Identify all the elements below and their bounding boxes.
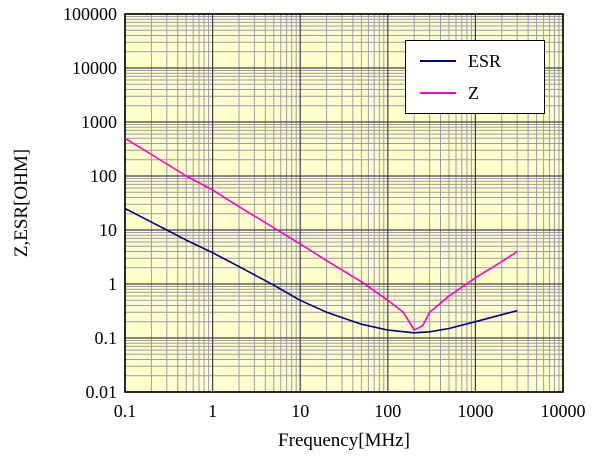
y-tick-label: 0.1: [95, 328, 118, 348]
y-tick-label: 10000: [72, 58, 117, 78]
esr-line-sample: [420, 60, 456, 62]
y-tick-label: 1: [108, 274, 117, 294]
y-tick-label: 0.01: [86, 382, 118, 402]
series-line-z: [124, 137, 518, 331]
legend-label-z: Z: [468, 82, 479, 103]
y-tick-label: 1000: [81, 112, 117, 132]
plot-border: [124, 13, 564, 393]
z-line-sample: [420, 92, 456, 94]
x-tick-label: 1: [208, 401, 217, 421]
x-tick-label: 100: [374, 401, 401, 421]
legend-item-esr: ESR: [406, 51, 544, 72]
legend: ESR Z: [405, 40, 545, 114]
y-tick-label: 10: [99, 220, 117, 240]
legend-item-z: Z: [406, 83, 544, 104]
x-tick-label: 1000: [457, 401, 493, 421]
legend-label-esr: ESR: [468, 50, 502, 71]
x-tick-label: 10: [291, 401, 309, 421]
x-axis-title: Frequency[MHz]: [278, 430, 410, 451]
y-axis-title: Z,ESR[OHM]: [11, 148, 32, 258]
x-tick-label: 0.1: [114, 401, 137, 421]
y-tick-label: 100: [90, 166, 117, 186]
series-line-esr: [124, 207, 518, 334]
x-tick-label: 10000: [541, 401, 586, 421]
y-tick-label: 100000: [63, 4, 117, 24]
